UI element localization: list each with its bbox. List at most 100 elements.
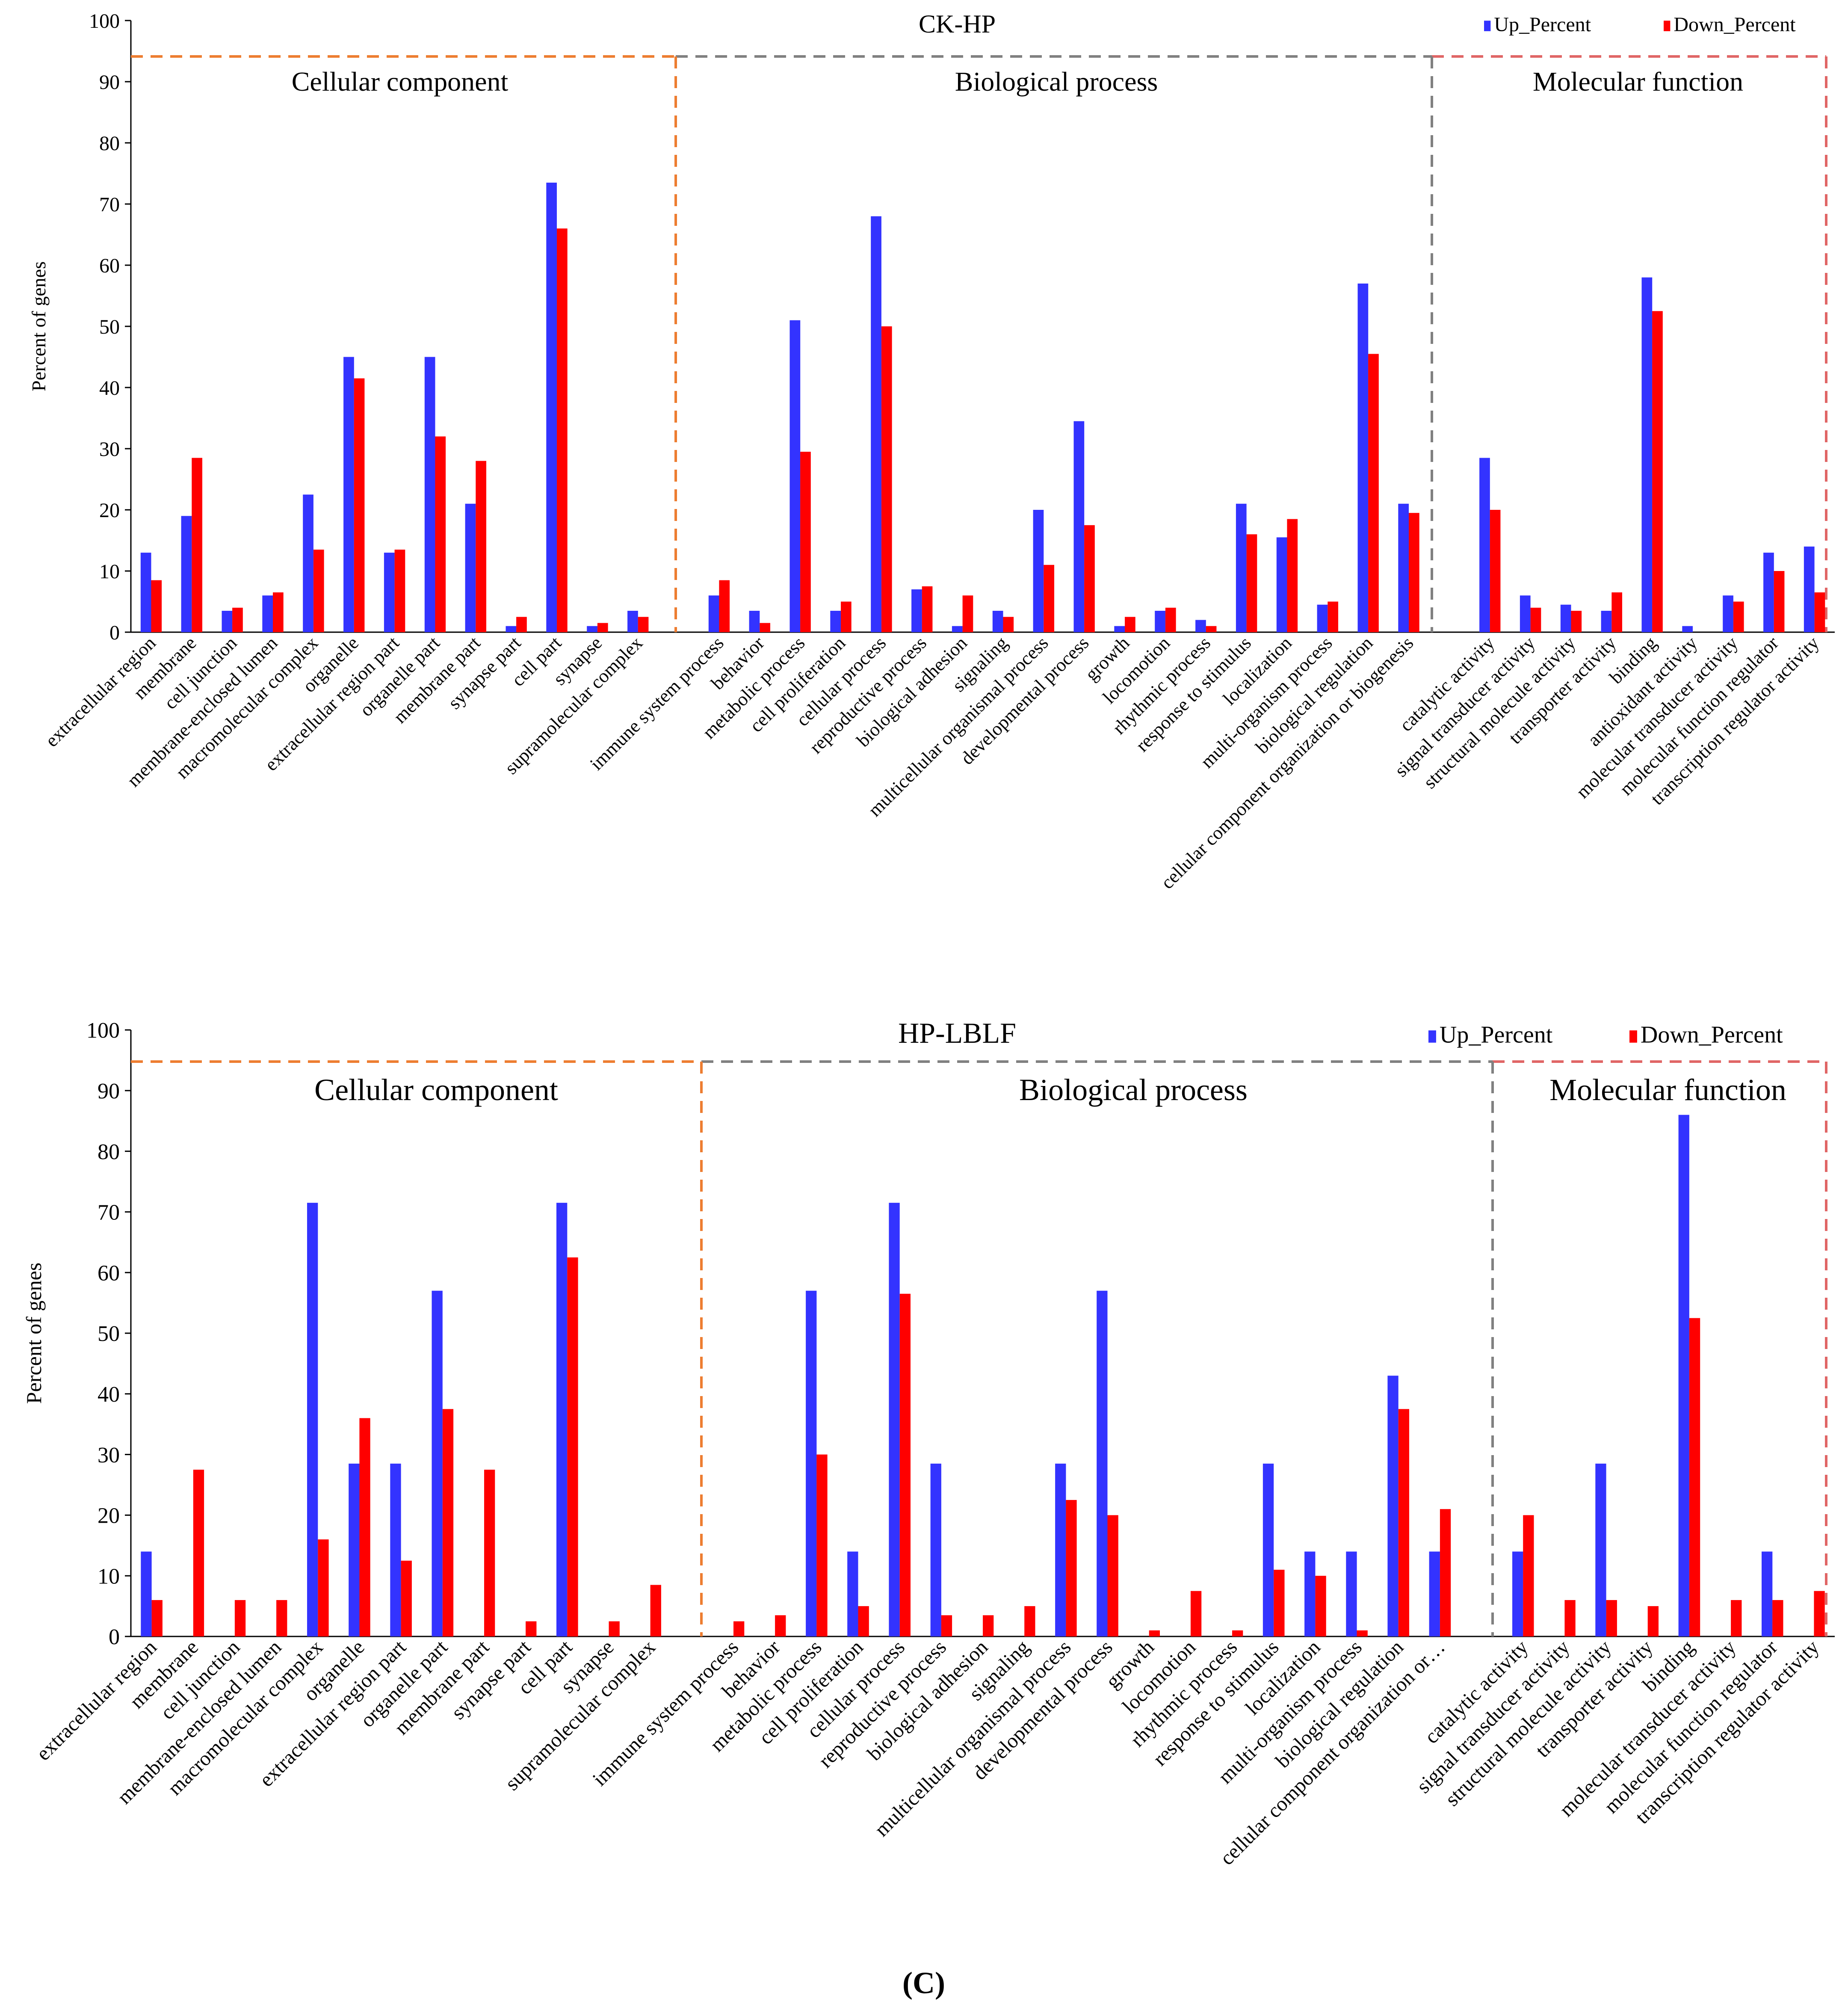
- bar-down: [858, 1606, 869, 1636]
- bar-up: [1033, 510, 1044, 632]
- bar-down: [1774, 571, 1785, 632]
- bar-down: [1274, 1570, 1285, 1636]
- bar-down: [1125, 617, 1135, 633]
- bar-down: [526, 1621, 537, 1636]
- bar-down: [816, 1454, 828, 1636]
- bar-down: [1564, 1600, 1576, 1636]
- bar-down: [359, 1418, 370, 1636]
- chart-title: CK-HP: [919, 10, 996, 38]
- chart-title: HP-LBLF: [898, 1017, 1016, 1049]
- bar-up: [627, 611, 638, 632]
- bar-down: [1523, 1515, 1534, 1636]
- figure-label: (C): [902, 1966, 945, 2000]
- x-tick-label: immune system process: [588, 1636, 743, 1790]
- bar-up: [1762, 1551, 1773, 1636]
- y-tick-label: 70: [99, 193, 120, 216]
- y-tick-label: 20: [98, 1504, 120, 1528]
- bar-up: [789, 320, 801, 632]
- legend-swatch-down: [1629, 1030, 1637, 1043]
- bar-down: [881, 326, 892, 632]
- bar-up: [1723, 595, 1733, 632]
- x-tick-label: immune system process: [586, 632, 728, 774]
- bar-down: [1611, 592, 1622, 632]
- bar-up: [140, 553, 151, 632]
- legend-swatch-up: [1484, 21, 1491, 31]
- bar-down: [1606, 1600, 1617, 1636]
- bar-down: [1246, 534, 1257, 632]
- legend-label-down: Down_Percent: [1674, 13, 1796, 36]
- y-tick-label: 0: [109, 1625, 120, 1649]
- bar-up: [889, 1203, 900, 1636]
- bar-down: [442, 1409, 454, 1637]
- y-tick-label: 40: [99, 377, 120, 399]
- bar-down: [650, 1585, 661, 1636]
- bar-up: [546, 183, 557, 632]
- bar-up: [992, 611, 1003, 632]
- y-tick-label: 40: [98, 1382, 120, 1407]
- bar-up: [424, 357, 435, 632]
- bar-down: [1206, 626, 1217, 632]
- bar-down: [1398, 1409, 1409, 1637]
- legend-label-up: Up_Percent: [1440, 1022, 1553, 1048]
- bar-up: [1763, 553, 1774, 632]
- bar-up: [1073, 421, 1085, 632]
- bar-down: [151, 580, 162, 632]
- bar-up: [303, 494, 313, 633]
- bar-up: [432, 1290, 443, 1636]
- y-tick-label: 20: [99, 499, 120, 522]
- bar-down: [484, 1470, 495, 1636]
- bar-down: [1003, 617, 1014, 633]
- bar-down: [1315, 1576, 1326, 1636]
- y-tick-label: 10: [99, 560, 120, 583]
- y-tick-label: 100: [89, 10, 120, 33]
- y-tick-label: 70: [98, 1201, 120, 1225]
- bar-down: [1328, 601, 1338, 632]
- bar-down: [1647, 1606, 1659, 1636]
- bar-down: [1731, 1600, 1742, 1636]
- bar-up: [1560, 604, 1571, 632]
- bar-down: [192, 458, 202, 632]
- chart-hp-lblf: 0 10 20 30 40 50 60 70 80 90 100 Percent of genes HP…: [22, 1017, 1835, 1870]
- bar-up: [847, 1551, 858, 1636]
- bar-down: [1044, 565, 1054, 632]
- bar-up: [1479, 458, 1490, 632]
- bar-up: [1346, 1551, 1357, 1636]
- bar-down: [983, 1615, 994, 1636]
- bar-up: [343, 357, 354, 632]
- bar-down: [567, 1257, 578, 1637]
- section-label: Biological process: [1019, 1073, 1248, 1107]
- bar-down: [151, 1600, 163, 1636]
- bar-up: [222, 611, 233, 632]
- section-label: Cellular component: [292, 66, 509, 97]
- bar-down: [775, 1615, 786, 1636]
- y-axis-label: Percent of genes: [22, 1263, 46, 1404]
- y-tick-label: 100: [86, 1018, 120, 1043]
- bar-down: [1814, 592, 1825, 632]
- bar-down: [1814, 1591, 1825, 1636]
- bar-down: [1232, 1630, 1243, 1636]
- bar-down: [401, 1560, 412, 1637]
- bar-down: [899, 1293, 911, 1636]
- bar-down: [516, 617, 527, 633]
- bar-down: [962, 595, 973, 632]
- bar-up: [1520, 595, 1531, 632]
- bar-down: [1107, 1515, 1118, 1636]
- bar-down: [1652, 311, 1663, 633]
- y-tick-label: 90: [99, 71, 120, 94]
- bar-up: [349, 1463, 360, 1636]
- chart-ck-hp: 0 10 20 30 40 50 60 70 80 90 100 Percent of genes CK…: [28, 10, 1835, 893]
- bar-down: [1357, 1630, 1368, 1636]
- bar-down: [1571, 611, 1582, 632]
- bar-down: [476, 461, 486, 632]
- bar-down: [435, 436, 446, 632]
- bar-up: [952, 626, 963, 632]
- bar-up: [1055, 1463, 1066, 1636]
- bar-down: [1066, 1500, 1077, 1636]
- bar-up: [556, 1203, 568, 1636]
- bar-down: [273, 592, 284, 632]
- bar-down: [1165, 607, 1176, 632]
- bar-up: [1641, 277, 1653, 632]
- bar-down: [800, 452, 811, 632]
- y-tick-label: 80: [98, 1140, 120, 1164]
